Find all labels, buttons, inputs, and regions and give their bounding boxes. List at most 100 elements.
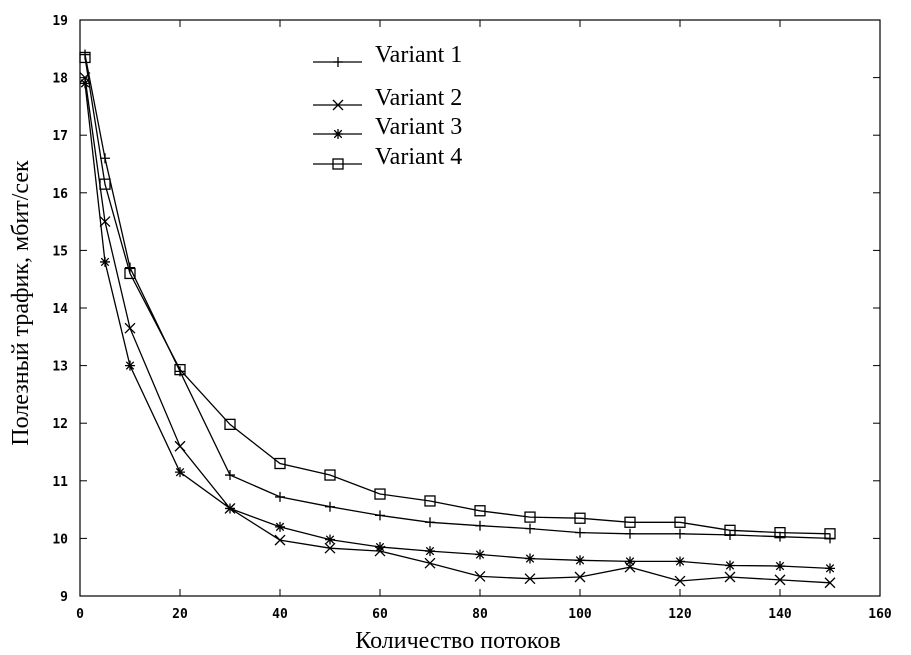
series-group xyxy=(79,49,836,589)
data-point xyxy=(99,216,111,228)
plot-frame xyxy=(79,19,881,597)
legend-item: Variant 2 xyxy=(313,85,462,111)
data-point xyxy=(624,516,636,528)
data-point xyxy=(424,495,436,507)
legend: Variant 1 Variant 2 Variant 3 Variant 4 xyxy=(313,42,462,170)
data-point xyxy=(724,524,736,536)
legend-marker xyxy=(333,57,343,67)
legend-label: Variant 3 xyxy=(375,114,462,140)
x-tick-label: 80 xyxy=(472,607,488,622)
x-tick-label: 0 xyxy=(76,607,84,622)
data-point xyxy=(824,528,836,540)
y-tick-label: 13 xyxy=(52,360,68,375)
data-point xyxy=(824,577,836,589)
data-point xyxy=(774,526,786,539)
y-tick-label: 14 xyxy=(52,302,68,317)
data-point xyxy=(475,549,485,560)
data-point xyxy=(375,510,385,521)
series-3 xyxy=(80,78,835,574)
data-point xyxy=(625,556,635,567)
data-point xyxy=(324,469,336,481)
data-point xyxy=(375,542,385,553)
data-point xyxy=(325,501,335,512)
axis-tick-labels: 0 20 40 60 80 100 120 140 160 9 10 11 12 13 14 15 16 17 18… xyxy=(52,14,892,622)
data-point xyxy=(674,575,686,587)
data-point xyxy=(425,546,435,557)
data-point xyxy=(774,574,786,586)
data-point xyxy=(374,488,386,500)
data-point xyxy=(725,560,735,571)
data-point xyxy=(775,531,785,542)
axis-ticks xyxy=(79,19,881,597)
data-point xyxy=(425,517,435,528)
y-tick-label: 9 xyxy=(60,590,68,605)
data-point xyxy=(675,556,685,567)
data-point xyxy=(224,418,236,431)
data-point xyxy=(525,553,535,564)
legend-marker xyxy=(332,158,344,170)
data-point xyxy=(325,534,335,545)
y-tick-label: 16 xyxy=(52,187,68,202)
x-tick-label: 160 xyxy=(868,607,892,622)
data-point xyxy=(524,573,536,585)
data-point xyxy=(174,363,186,376)
data-point xyxy=(524,511,536,523)
data-point xyxy=(825,563,835,574)
legend-item: Variant 4 xyxy=(313,144,462,170)
x-tick-label: 20 xyxy=(172,607,188,622)
data-point xyxy=(274,457,286,470)
x-tick-label: 100 xyxy=(568,607,592,622)
data-point xyxy=(475,520,485,531)
data-point xyxy=(575,555,585,566)
data-point xyxy=(724,571,736,583)
y-tick-label: 18 xyxy=(52,72,68,87)
data-point xyxy=(574,571,586,583)
legend-marker xyxy=(332,99,344,111)
data-point xyxy=(474,570,486,582)
x-tick-label: 40 xyxy=(272,607,288,622)
data-point xyxy=(175,467,185,478)
legend-marker xyxy=(333,129,343,139)
data-point xyxy=(474,505,486,517)
legend-item: Variant 1 xyxy=(313,42,462,68)
y-tick-label: 11 xyxy=(52,475,68,490)
series-4 xyxy=(79,51,836,540)
x-tick-label: 140 xyxy=(768,607,792,622)
legend-label: Variant 1 xyxy=(375,42,462,68)
data-point xyxy=(274,534,286,546)
legend-label: Variant 2 xyxy=(375,85,462,111)
data-point xyxy=(124,322,136,334)
data-point xyxy=(324,542,336,554)
data-point xyxy=(80,78,90,89)
x-tick-label: 120 xyxy=(668,607,692,622)
data-point xyxy=(99,178,111,190)
data-point xyxy=(525,523,535,534)
y-tick-label: 12 xyxy=(52,417,68,432)
series-line xyxy=(84,57,831,535)
data-point xyxy=(174,440,186,452)
legend-item: Variant 3 xyxy=(313,114,462,140)
y-axis-title: Полезный трафик, мбит/сек xyxy=(8,160,34,446)
data-point xyxy=(424,557,436,569)
legend-label: Variant 4 xyxy=(375,144,462,170)
data-point xyxy=(225,470,235,481)
x-tick-label: 60 xyxy=(372,607,388,622)
data-point xyxy=(125,360,135,371)
data-point xyxy=(625,528,635,539)
data-point xyxy=(225,503,235,514)
data-point xyxy=(100,153,110,164)
data-point xyxy=(100,256,110,267)
y-tick-label: 19 xyxy=(52,14,68,29)
data-point xyxy=(275,491,285,502)
data-point xyxy=(574,512,586,524)
y-tick-label: 15 xyxy=(52,244,68,259)
y-tick-label: 17 xyxy=(52,129,68,144)
data-point xyxy=(675,528,685,539)
data-point xyxy=(275,521,285,532)
data-point xyxy=(674,516,686,528)
data-point xyxy=(775,561,785,572)
data-point xyxy=(79,51,91,64)
data-point xyxy=(124,267,136,280)
y-tick-label: 10 xyxy=(52,532,68,547)
